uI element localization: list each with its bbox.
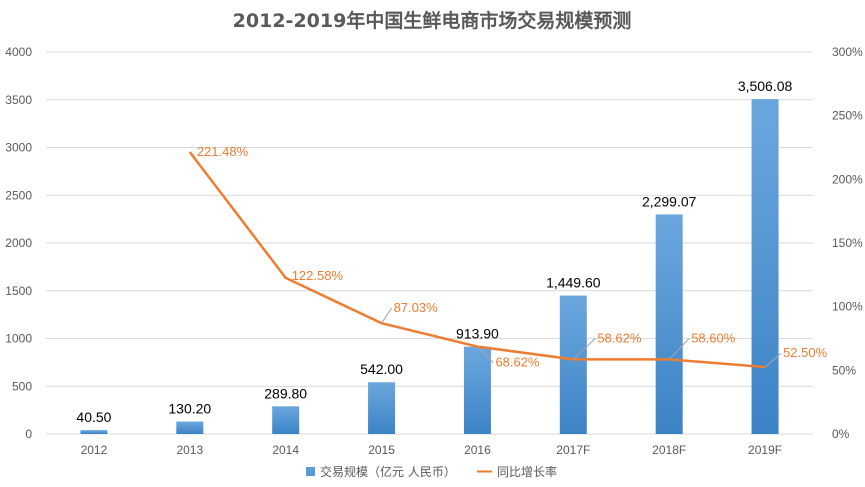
legend-bar-label: 交易规模（亿元 人民币） (320, 464, 456, 479)
x-tick: 2014 (272, 443, 299, 457)
bar (655, 214, 683, 434)
y-tick-left: 3000 (5, 141, 32, 155)
x-tick: 2015 (368, 443, 395, 457)
y-tick-right: 250% (832, 109, 863, 123)
bar-data-label: 130.20 (168, 401, 211, 417)
x-tick: 2012 (81, 443, 108, 457)
bar-data-label: 913.90 (456, 326, 499, 342)
bar-data-labels: 40.50 130.20 289.80 542.00 913.90 1,449.60 2,2… (76, 78, 792, 425)
bar-series (80, 99, 779, 434)
y-tick-right: 200% (832, 172, 863, 186)
y-axis-right: 0% 50% 100% 150% 200% 250% 300% (832, 45, 863, 441)
line-data-label: 122.58% (292, 268, 344, 283)
line-data-labels: 221.48% 122.58% 87.03% 68.62% 58.62% 58.60% 52… (197, 144, 828, 370)
x-tick: 2017F (556, 443, 590, 457)
bar-data-label: 289.80 (264, 385, 307, 401)
y-tick-right: 0% (832, 427, 850, 441)
line-series (188, 151, 766, 369)
y-tick-left: 4000 (5, 45, 32, 59)
x-tick: 2013 (176, 443, 203, 457)
leader-line (572, 337, 596, 360)
bar (272, 406, 300, 434)
bar (368, 382, 396, 434)
x-tick: 2016 (464, 443, 491, 457)
bar (80, 430, 108, 434)
growth-line (188, 151, 766, 369)
leader-line (381, 307, 392, 324)
chart-title: 2012-2019年中国生鲜电商市场交易规模预测 (233, 9, 632, 32)
bar-data-label: 40.50 (76, 409, 111, 425)
legend-line-label: 同比增长率 (497, 464, 557, 479)
leader-line (668, 338, 690, 360)
bar-data-label: 1,449.60 (546, 275, 601, 291)
y-tick-left: 1500 (5, 284, 32, 298)
y-tick-left: 2000 (5, 236, 32, 250)
y-tick-right: 150% (832, 236, 863, 250)
y-tick-right: 100% (832, 300, 863, 314)
y-tick-left: 3500 (5, 93, 32, 107)
y-tick-right: 300% (832, 45, 863, 59)
x-axis: 2012 2013 2014 2015 2016 2017F 2018F 2019F (81, 443, 782, 457)
bar (559, 295, 587, 434)
legend: 交易规模（亿元 人民币） 同比增长率 (306, 464, 557, 479)
bar (176, 421, 204, 434)
line-data-label: 58.60% (691, 330, 736, 345)
bar-data-label: 2,299.07 (642, 193, 697, 209)
x-tick: 2018F (652, 443, 686, 457)
line-data-label: 221.48% (197, 144, 249, 159)
bar (463, 346, 491, 434)
leader-line (477, 346, 494, 363)
bar-data-label: 3,506.08 (738, 78, 793, 94)
y-tick-left: 0 (25, 427, 32, 441)
x-tick: 2019F (748, 443, 782, 457)
y-tick-right: 50% (832, 363, 856, 377)
line-data-label: 58.62% (597, 330, 642, 345)
line-data-label: 52.50% (783, 345, 828, 360)
y-tick-left: 1000 (5, 332, 32, 346)
line-data-label: 68.62% (495, 355, 540, 370)
grid-lines (46, 51, 813, 435)
bar-data-label: 542.00 (360, 361, 403, 377)
y-tick-left: 500 (12, 379, 32, 393)
legend-bar-swatch (306, 467, 315, 476)
line-data-label: 87.03% (394, 300, 439, 315)
leader-line (764, 352, 782, 368)
bar (751, 99, 779, 434)
y-axis-left: 0 500 1000 1500 2000 2500 3000 3500 4000 (5, 45, 32, 441)
y-tick-left: 2500 (5, 188, 32, 202)
